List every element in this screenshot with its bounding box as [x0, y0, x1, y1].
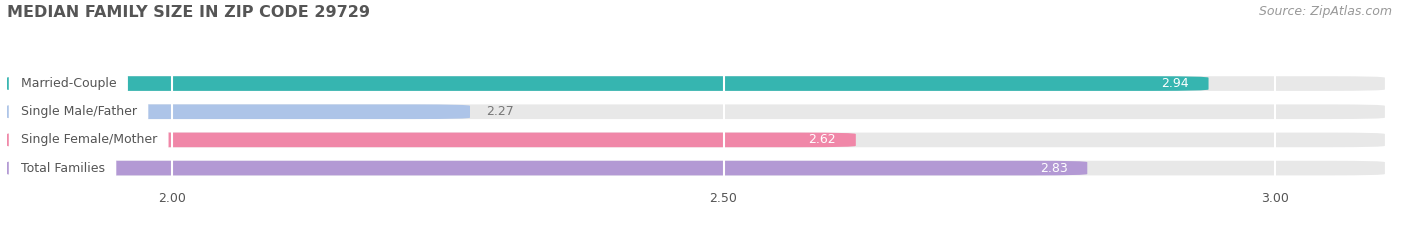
Text: Source: ZipAtlas.com: Source: ZipAtlas.com — [1258, 5, 1392, 18]
Text: Single Male/Father: Single Male/Father — [13, 105, 145, 118]
FancyBboxPatch shape — [7, 76, 1209, 91]
FancyBboxPatch shape — [7, 161, 1087, 175]
FancyBboxPatch shape — [7, 133, 856, 147]
Text: Total Families: Total Families — [13, 161, 112, 175]
FancyBboxPatch shape — [7, 133, 1385, 147]
FancyBboxPatch shape — [7, 161, 1385, 175]
FancyBboxPatch shape — [7, 76, 1385, 91]
Text: 2.94: 2.94 — [1161, 77, 1188, 90]
Text: MEDIAN FAMILY SIZE IN ZIP CODE 29729: MEDIAN FAMILY SIZE IN ZIP CODE 29729 — [7, 5, 370, 20]
FancyBboxPatch shape — [7, 104, 1385, 119]
Text: 2.83: 2.83 — [1039, 161, 1067, 175]
Text: 2.62: 2.62 — [808, 134, 837, 146]
Text: Married-Couple: Married-Couple — [13, 77, 124, 90]
Text: Single Female/Mother: Single Female/Mother — [13, 134, 165, 146]
FancyBboxPatch shape — [7, 104, 470, 119]
Text: 2.27: 2.27 — [486, 105, 515, 118]
